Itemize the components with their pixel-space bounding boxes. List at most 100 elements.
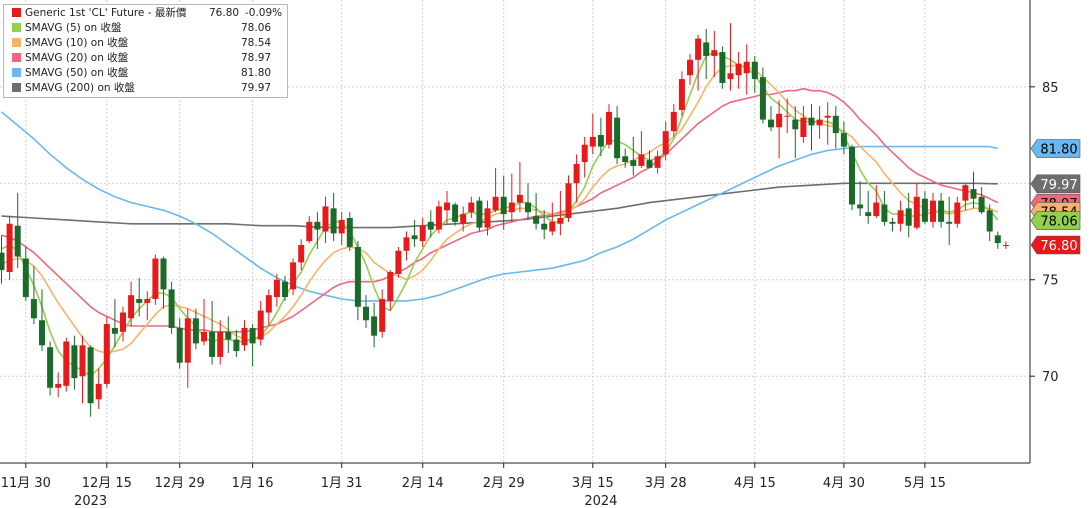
candle: [921, 190, 928, 224]
legend-swatch-sma10: [12, 38, 21, 47]
candle-body: [759, 77, 766, 120]
candle: [727, 23, 734, 91]
candle: [962, 183, 969, 211]
candle-body: [444, 202, 450, 211]
candle-body: [354, 246, 361, 307]
candle-body: [986, 210, 993, 232]
candle-body: [849, 146, 855, 205]
candle: [500, 175, 507, 230]
candle-body: [525, 202, 531, 213]
candle-body: [654, 156, 661, 168]
candle-body: [816, 119, 823, 126]
candle: [168, 281, 175, 334]
candle-body: [719, 52, 726, 83]
candle-body: [492, 196, 499, 211]
candle-body: [703, 42, 710, 56]
candle: [759, 67, 766, 124]
candle: [257, 300, 264, 346]
legend-label-sma5: SMAVG (5) on 收盤: [25, 22, 122, 34]
candle-body: [47, 347, 54, 388]
candle: [217, 320, 224, 365]
candle-body: [930, 200, 936, 222]
legend-swatch-sma200: [12, 83, 21, 92]
candle-body: [290, 262, 297, 290]
candle-body: [363, 306, 369, 321]
candle: [687, 54, 693, 85]
candle: [201, 299, 207, 346]
candle: [857, 181, 864, 217]
x-tick-label: 1月 31: [321, 476, 363, 491]
last-value-tag-bg: [1030, 174, 1081, 194]
candle: [622, 148, 629, 168]
candle-body: [419, 225, 426, 242]
candle: [792, 106, 799, 159]
candle: [387, 270, 394, 311]
last-value-tag-text: 76.80: [1040, 239, 1077, 254]
candle-body: [533, 216, 540, 224]
y-tick-label: 85: [1042, 81, 1059, 96]
candle-body: [581, 144, 588, 163]
candle: [986, 204, 993, 242]
legend-value-sma5: 78.06: [241, 21, 272, 34]
x-tick-label: 3月 28: [645, 476, 687, 491]
sma200-line: [1, 182, 998, 229]
candle: [840, 121, 847, 155]
candle-body: [905, 208, 912, 226]
candle-body: [192, 318, 199, 344]
candle: [913, 183, 920, 230]
candle-body: [516, 194, 523, 203]
candle: [306, 216, 313, 244]
legend-value-sma200: 79.97: [241, 81, 272, 94]
candle-body: [0, 252, 5, 271]
x-tick-label: 12月 15: [82, 476, 132, 491]
candle-body: [338, 219, 345, 234]
candle-body: [87, 347, 94, 404]
legend-label-sma50: SMAVG (50) on 收盤: [25, 67, 129, 79]
candle: [776, 100, 783, 159]
candle-body: [282, 281, 288, 298]
candle-body: [14, 225, 21, 257]
candle: [363, 295, 369, 328]
candle: [662, 121, 669, 161]
candle: [881, 190, 888, 226]
legend-change-price: -0.09%: [245, 6, 283, 19]
candle-body: [176, 327, 183, 363]
candle-body: [484, 208, 491, 228]
candle: [711, 30, 718, 78]
candle-body: [962, 185, 969, 201]
candle-body: [265, 295, 272, 313]
candle: [249, 324, 256, 367]
candle: [14, 192, 21, 269]
candle: [95, 368, 102, 409]
candle-body: [711, 50, 718, 56]
last-value-tag: 76.80: [1030, 235, 1081, 255]
candle-body: [597, 135, 604, 147]
candle-body: [111, 327, 118, 334]
candle: [703, 28, 710, 80]
candle: [816, 106, 823, 139]
candle-body: [873, 202, 880, 217]
candle: [39, 289, 45, 352]
x-tick-label: 2月 29: [483, 476, 525, 491]
candle: [1002, 241, 1009, 249]
candle: [322, 196, 329, 244]
candle-body: [39, 320, 45, 346]
candle-body: [646, 160, 653, 168]
legend-swatch-price: [12, 8, 21, 17]
candle-body: [840, 133, 847, 147]
candle-body: [95, 383, 102, 400]
candle: [589, 113, 596, 155]
candle-body: [71, 345, 78, 379]
candle: [87, 345, 94, 417]
candle: [516, 162, 523, 213]
candle: [533, 192, 540, 230]
candle: [160, 256, 167, 309]
candle: [379, 289, 386, 338]
candle: [654, 150, 661, 174]
x-tick-label: 11月 30: [1, 476, 51, 491]
candle: [597, 117, 604, 157]
candle-body: [273, 279, 280, 298]
candle: [638, 131, 645, 168]
candle-body: [727, 73, 734, 80]
